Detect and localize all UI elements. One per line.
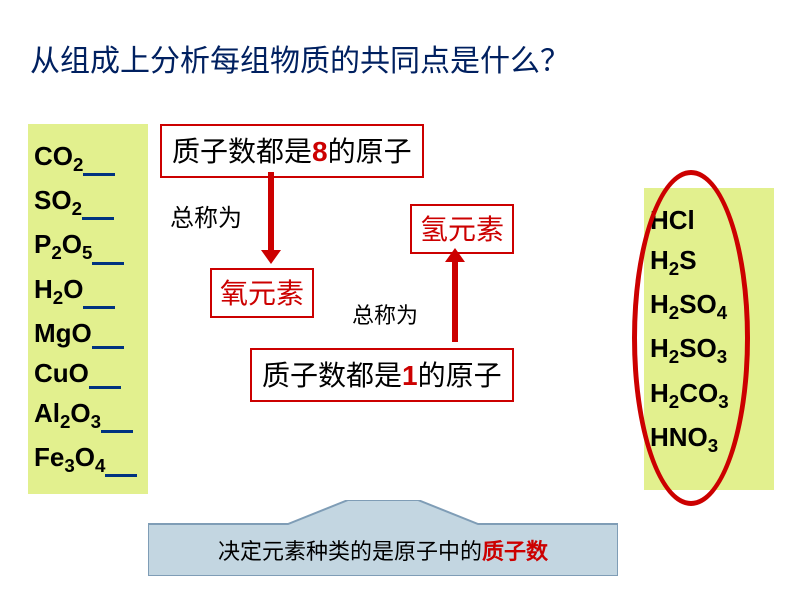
arrow-down-icon: [268, 172, 274, 252]
banner-text: 决定元素种类的是原子中的质子数: [148, 534, 618, 566]
proton-1-box: 质子数都是1的原子: [250, 348, 514, 402]
conclusion-banner: 决定元素种类的是原子中的质子数: [148, 500, 618, 576]
right-formula-box: HCl H2S H2SO4 H2SO3 H2CO3 HNO3: [644, 188, 774, 490]
formula-item: P2O5: [34, 229, 142, 264]
left-formula-box: CO2 SO2 P2O5 H2O MgO CuO Al2O3 Fe3O4: [28, 124, 148, 494]
right-formula-container: HCl H2S H2SO4 H2SO3 H2CO3 HNO3: [644, 188, 774, 490]
formula-item: Fe3O4: [34, 442, 142, 477]
formula-item: CO2: [34, 141, 142, 176]
called-label-2: 总称为: [352, 298, 418, 330]
proton-1-post: 的原子: [418, 360, 502, 391]
proton-8-post: 的原子: [328, 136, 412, 167]
oxygen-element-box: 氧元素: [210, 268, 314, 318]
called-label-1: 总称为: [170, 198, 242, 233]
formula-item: SO2: [34, 185, 142, 220]
banner-pre: 决定元素种类的是原子中的: [218, 539, 482, 564]
formula-item: CuO: [34, 358, 142, 389]
proton-8-num: 8: [312, 136, 328, 167]
formula-item: HCl: [650, 205, 768, 236]
proton-1-pre: 质子数都是: [262, 360, 402, 391]
formula-item: MgO: [34, 318, 142, 349]
formula-item: Al2O3: [34, 398, 142, 433]
proton-8-pre: 质子数都是: [172, 136, 312, 167]
proton-1-num: 1: [402, 360, 418, 391]
formula-item: H2O: [34, 274, 142, 309]
formula-item: H2SO3: [650, 333, 768, 368]
hydrogen-element-box: 氢元素: [410, 204, 514, 254]
page-title: 从组成上分析每组物质的共同点是什么？: [30, 36, 570, 80]
formula-item: H2SO4: [650, 289, 768, 324]
formula-item: H2S: [650, 245, 768, 280]
banner-red: 质子数: [482, 539, 548, 564]
arrow-up-icon: [452, 260, 458, 342]
proton-8-box: 质子数都是8的原子: [160, 124, 424, 178]
formula-item: HNO3: [650, 422, 768, 457]
formula-item: H2CO3: [650, 378, 768, 413]
